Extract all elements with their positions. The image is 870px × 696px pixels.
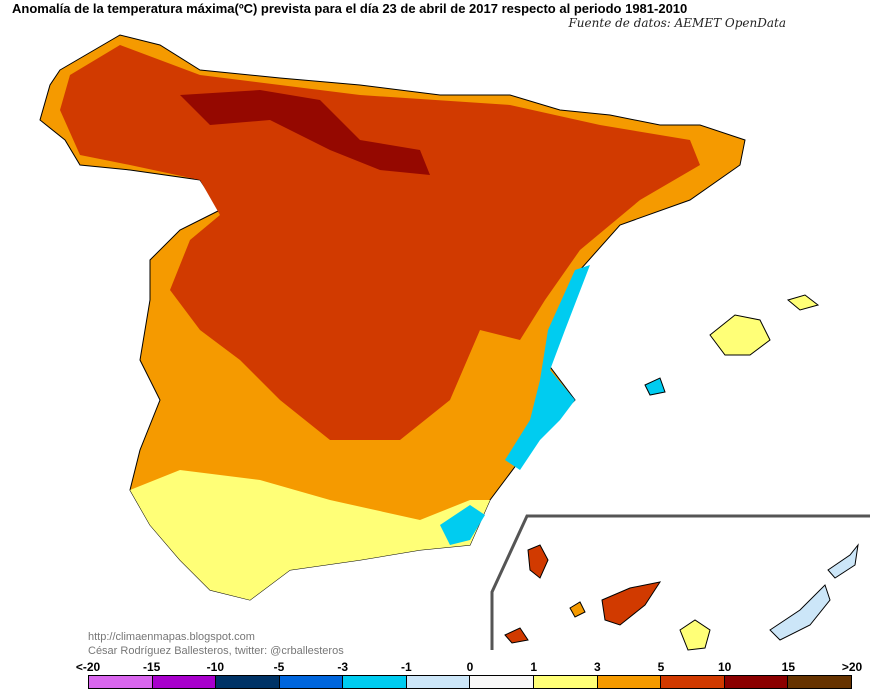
canary-inset (490, 514, 870, 651)
legend-swatch (152, 676, 217, 688)
legend-swatch (534, 676, 598, 688)
legend-tick: -5 (273, 660, 285, 674)
legend-swatch (724, 676, 789, 688)
legend-swatch (597, 676, 662, 688)
hot-north (180, 90, 430, 175)
legend-tick: -1 (400, 660, 412, 674)
legend-tick: 1 (530, 660, 537, 674)
cool-southeast (440, 505, 485, 545)
legend-swatch (216, 676, 280, 688)
legend-tick: 3 (593, 660, 601, 674)
credit-url: http://climaenmapas.blogspot.com (88, 631, 255, 643)
legend-tick: -10 (206, 660, 224, 674)
legend-tick: 0 (466, 660, 474, 674)
map-title: Anomalía de la temperatura máxima(ºC) pr… (12, 1, 688, 16)
legend-tick: -15 (142, 660, 161, 674)
legend-tick: >20 (841, 660, 863, 674)
legend-swatch (343, 676, 407, 688)
legend-tick: 10 (717, 660, 732, 674)
legend-swatch (661, 676, 725, 688)
cool-east-coast (505, 265, 590, 470)
legend-swatch (788, 676, 851, 688)
legend-tick: -3 (337, 660, 348, 674)
legend-tick: <-20 (75, 660, 101, 674)
legend-swatch (89, 676, 153, 688)
warm-core (60, 45, 700, 440)
legend-colorbar (88, 675, 852, 689)
data-source: Fuente de datos: AEMET OpenData (568, 16, 786, 30)
peninsula (39, 34, 746, 601)
balearic-islands (644, 294, 820, 396)
credit-author: César Rodríguez Ballesteros, twitter: @c… (88, 645, 344, 657)
legend-swatch (470, 676, 535, 688)
legend-tick: 5 (657, 660, 665, 674)
legend-swatch (279, 676, 344, 688)
coast-yellow-south (130, 470, 490, 600)
legend-ticks: <-20 -15 -10 -5 -3 -1 0 1 3 5 10 15 >20 (0, 660, 870, 674)
legend-swatch (406, 676, 471, 688)
legend-tick: 15 (781, 660, 796, 674)
